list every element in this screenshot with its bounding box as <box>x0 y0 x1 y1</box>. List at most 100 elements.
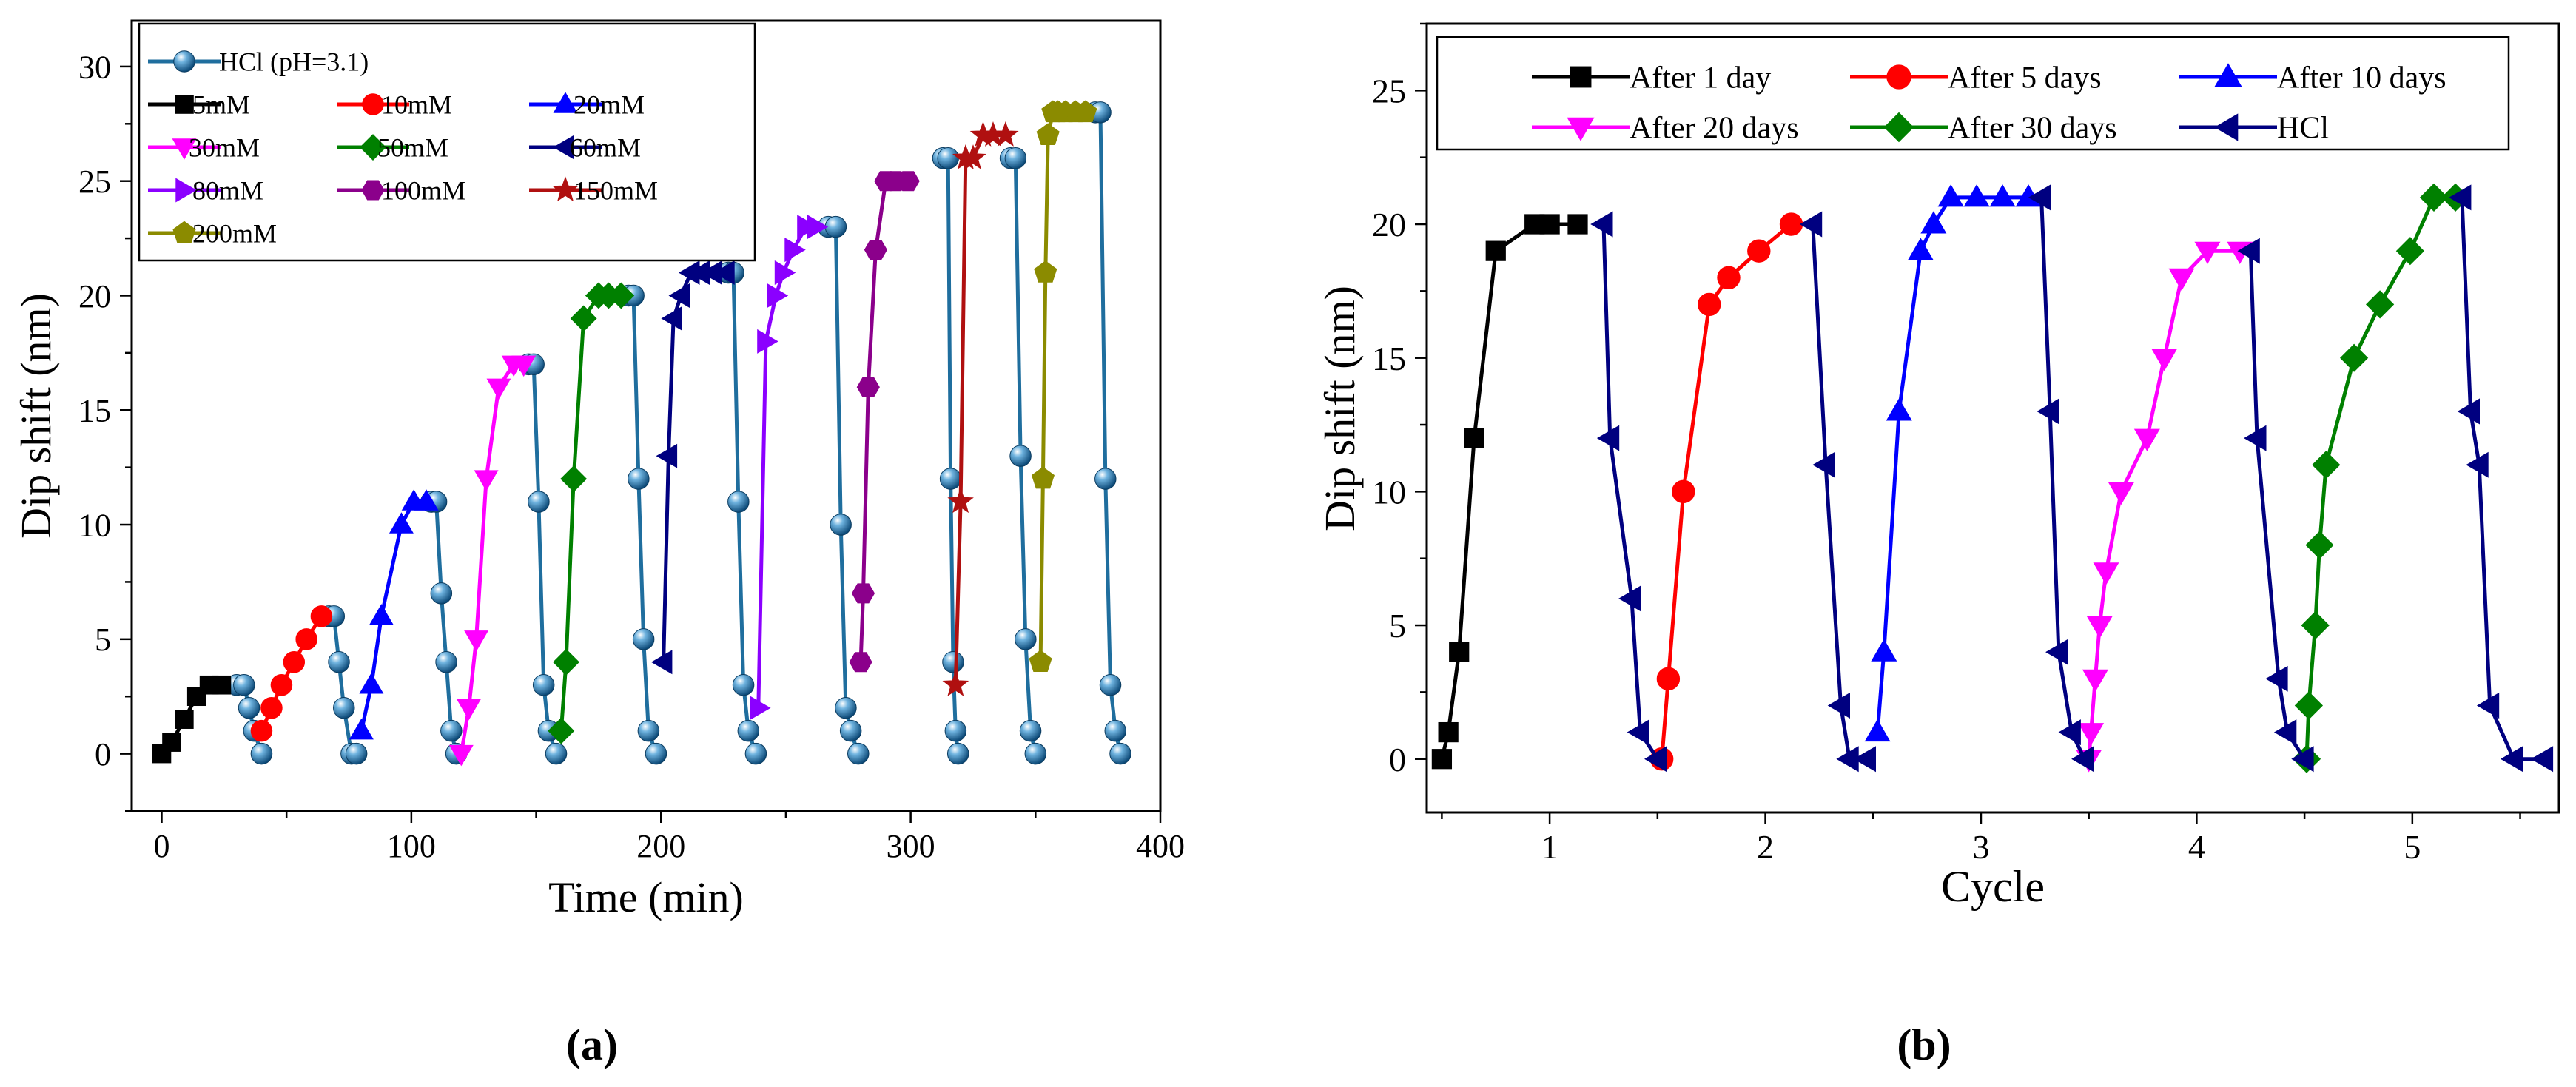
legend-marker <box>1567 117 1595 141</box>
y-tick-label: 10 <box>1372 473 1406 511</box>
data-point-30mm <box>448 744 474 767</box>
chart-b-legend: After 1 day After 5 days After 10 days Afte… <box>1436 36 2510 151</box>
series-line-20mm <box>359 499 427 732</box>
series-line-hcl-ph-3-1 <box>1095 110 1123 755</box>
data-point-10mm <box>260 696 283 719</box>
data-point-100mm <box>864 240 887 260</box>
data-point-5mm <box>162 733 181 752</box>
legend-marker <box>175 178 197 203</box>
data-point-30mm <box>486 378 511 400</box>
chart-b-panel-label: (b) <box>1897 1020 1951 1069</box>
data-point-hcl <box>2476 692 2500 719</box>
legend-marker <box>362 93 384 115</box>
data-point-30mm <box>511 355 537 377</box>
data-point-hcl-ph-3-1 <box>1024 742 1047 765</box>
legend-entry-50mm: 50mM <box>337 133 448 163</box>
data-point-hcl-ph-3-1 <box>942 651 964 673</box>
data-point-50mm <box>570 305 597 332</box>
data-point-50mm <box>608 282 635 309</box>
y-tick-label: 25 <box>78 164 111 200</box>
legend-entry-after-30-days: After 30 days <box>1850 112 2117 146</box>
series-200mm <box>1029 100 1097 672</box>
data-point-hcl-ph-3-1 <box>946 742 969 765</box>
data-point-hcl-ph-3-1 <box>637 719 660 742</box>
chart-b-y-axis-label: Dip shift (nm) <box>1316 286 1364 531</box>
series-line-after-20-days <box>2087 249 2240 759</box>
data-point-after-5-days <box>1698 292 1721 317</box>
chart-a: 0 100 200 300 400 0 5 10 15 20 25 30 Time (min) Di… <box>12 19 1185 1069</box>
series-line-hcl-ph-3-1 <box>329 614 357 756</box>
data-point-hcl-ph-3-1 <box>1015 628 1037 650</box>
data-point-hcl-ph-3-1 <box>233 673 255 696</box>
data-point-hcl-ph-3-1 <box>727 491 750 513</box>
data-point-hcl-ph-3-1 <box>1104 719 1127 742</box>
data-point-hcl <box>2273 719 2297 746</box>
chart-a-x-ticks: 0 100 200 300 400 <box>153 811 1185 864</box>
data-point-hcl <box>1644 746 1667 773</box>
data-point-hcl-ph-3-1 <box>532 673 555 696</box>
data-point-after-10-days <box>1989 184 2016 207</box>
data-point-hcl-ph-3-1 <box>1109 742 1131 765</box>
data-point-50mm <box>560 465 588 493</box>
data-point-after-5-days <box>1656 667 1681 691</box>
data-point-after-5-days <box>1717 266 1741 289</box>
data-point-10mm <box>250 719 273 742</box>
chart-b-x-axis-label: Cycle <box>1941 862 2045 911</box>
data-point-after-10-days <box>1920 211 1947 234</box>
legend-label: After 5 days <box>1948 61 2102 95</box>
chart-b-legend-box <box>1436 36 2510 151</box>
data-point-hcl-ph-3-1 <box>939 468 962 490</box>
data-point-after-20-days <box>2108 482 2134 505</box>
legend-entry-hcl: HCl <box>2179 112 2329 146</box>
data-point-hcl <box>2037 398 2059 425</box>
data-point-hcl-ph-3-1 <box>737 719 760 742</box>
legend-entry-5mm: 5mM <box>148 90 250 120</box>
data-point-50mm <box>548 717 575 744</box>
legend-entry-10mm: 10mM <box>337 90 452 120</box>
data-point-10mm <box>283 651 306 673</box>
data-point-hcl-ph-3-1 <box>1004 147 1027 169</box>
series-line-200mm <box>1038 110 1086 662</box>
data-point-hcl-ph-3-1 <box>435 651 457 673</box>
legend-marker <box>360 134 387 161</box>
series-hcl <box>1590 184 2554 773</box>
x-tick-label: 200 <box>636 828 685 864</box>
data-point-after-20-days <box>2194 241 2221 264</box>
data-point-after-20-days <box>2151 349 2178 371</box>
data-point-100mm <box>851 583 875 604</box>
data-point-hcl-ph-3-1 <box>430 582 453 605</box>
legend-label: 150mM <box>574 176 658 206</box>
x-tick-label: 5 <box>2404 828 2421 866</box>
data-point-after-30-days <box>2339 343 2369 372</box>
series-line-30mm <box>459 362 524 755</box>
series-line-hcl <box>1811 223 1867 761</box>
series-after-5-days <box>1649 212 1803 771</box>
x-tick-label: 100 <box>387 828 436 864</box>
data-point-100mm <box>856 377 880 397</box>
data-point-after-20-days <box>2168 268 2195 292</box>
data-point-hcl-ph-3-1 <box>328 651 350 673</box>
x-tick-label: 0 <box>153 828 169 864</box>
legend-label: 30mM <box>189 133 260 163</box>
data-point-80mm <box>750 696 771 721</box>
data-point-30mm <box>474 470 499 491</box>
data-point-5mm <box>175 710 194 729</box>
legend-entry-20mm: 20mM <box>529 90 645 120</box>
data-point-150mm <box>960 144 986 169</box>
data-point-hcl <box>2058 719 2081 746</box>
legend-entry-30mm: 30mM <box>148 133 260 163</box>
legend-marker <box>552 176 579 202</box>
legend-marker <box>172 138 197 160</box>
series-line-hcl-ph-3-1 <box>628 294 658 755</box>
data-point-after-5-days <box>1672 479 1695 504</box>
chart-b-plot-frame <box>1425 22 2560 814</box>
data-point-20mm <box>349 718 374 740</box>
data-point-hcl <box>2466 451 2489 478</box>
series-line-hcl <box>2039 197 2087 760</box>
series-line-60mm <box>662 271 726 662</box>
data-point-after-20-days <box>2093 562 2119 585</box>
data-point-hcl-ph-3-1 <box>1019 719 1042 742</box>
chart-a-panel-label: (a) <box>566 1020 618 1069</box>
data-point-hcl <box>2045 639 2068 665</box>
x-tick-label: 300 <box>887 828 935 864</box>
